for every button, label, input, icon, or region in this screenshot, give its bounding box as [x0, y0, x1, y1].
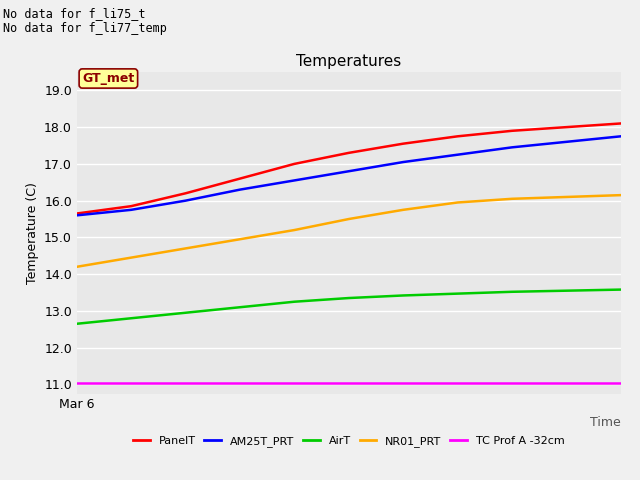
TC Prof A -32cm	[345, 380, 353, 385]
TC Prof A -32cm	[617, 380, 625, 385]
NR01_PRT	[617, 192, 625, 198]
PanelT	[454, 133, 461, 139]
NR01_PRT	[182, 246, 189, 252]
NR01_PRT	[127, 255, 135, 261]
AirT	[399, 293, 407, 299]
TC Prof A -32cm	[73, 380, 81, 385]
NR01_PRT	[236, 236, 244, 242]
AM25T_PRT	[563, 139, 570, 144]
TC Prof A -32cm	[236, 380, 244, 385]
Title: Temperatures: Temperatures	[296, 54, 401, 70]
TC Prof A -32cm	[508, 380, 516, 385]
PanelT	[127, 203, 135, 209]
Text: Time: Time	[590, 416, 621, 429]
NR01_PRT	[508, 196, 516, 202]
AM25T_PRT	[127, 207, 135, 213]
AirT	[345, 295, 353, 301]
PanelT	[508, 128, 516, 134]
AM25T_PRT	[291, 178, 298, 183]
AirT	[291, 299, 298, 305]
PanelT	[563, 124, 570, 130]
PanelT	[617, 120, 625, 126]
TC Prof A -32cm	[454, 380, 461, 385]
PanelT	[399, 141, 407, 146]
AirT	[508, 289, 516, 295]
AirT	[127, 315, 135, 321]
Line: PanelT: PanelT	[77, 123, 621, 214]
NR01_PRT	[454, 200, 461, 205]
NR01_PRT	[345, 216, 353, 222]
PanelT	[236, 176, 244, 181]
AirT	[236, 304, 244, 310]
PanelT	[73, 211, 81, 216]
NR01_PRT	[563, 194, 570, 200]
AirT	[182, 310, 189, 316]
Text: No data for f_li75_t: No data for f_li75_t	[3, 7, 146, 20]
Line: NR01_PRT: NR01_PRT	[77, 195, 621, 267]
Line: AM25T_PRT: AM25T_PRT	[77, 136, 621, 216]
TC Prof A -32cm	[127, 380, 135, 385]
NR01_PRT	[73, 264, 81, 270]
Text: No data for f_li77_temp: No data for f_li77_temp	[3, 22, 167, 35]
PanelT	[182, 191, 189, 196]
AirT	[73, 321, 81, 327]
AM25T_PRT	[399, 159, 407, 165]
AirT	[617, 287, 625, 292]
AM25T_PRT	[73, 213, 81, 218]
AM25T_PRT	[345, 168, 353, 174]
AM25T_PRT	[508, 144, 516, 150]
NR01_PRT	[291, 227, 298, 233]
AirT	[563, 288, 570, 294]
Legend: PanelT, AM25T_PRT, AirT, NR01_PRT, TC Prof A -32cm: PanelT, AM25T_PRT, AirT, NR01_PRT, TC Pr…	[129, 432, 569, 451]
AirT	[454, 291, 461, 297]
Line: AirT: AirT	[77, 289, 621, 324]
TC Prof A -32cm	[291, 380, 298, 385]
Y-axis label: Temperature (C): Temperature (C)	[26, 182, 38, 284]
AM25T_PRT	[236, 187, 244, 192]
TC Prof A -32cm	[563, 380, 570, 385]
AM25T_PRT	[617, 133, 625, 139]
NR01_PRT	[399, 207, 407, 213]
PanelT	[345, 150, 353, 156]
AM25T_PRT	[182, 198, 189, 204]
Text: GT_met: GT_met	[82, 72, 134, 85]
PanelT	[291, 161, 298, 167]
TC Prof A -32cm	[182, 380, 189, 385]
AM25T_PRT	[454, 152, 461, 157]
TC Prof A -32cm	[399, 380, 407, 385]
